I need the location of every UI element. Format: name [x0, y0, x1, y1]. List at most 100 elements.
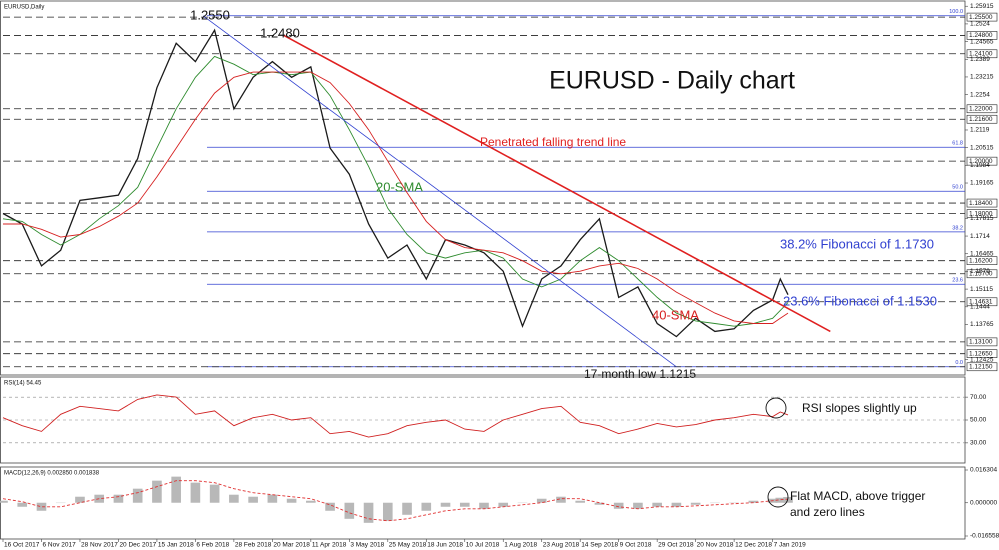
y-tick-label: 1.12425	[970, 356, 994, 363]
y-tick-label: 1.20515	[970, 144, 994, 151]
level-box	[966, 337, 998, 347]
fib-label: 50.0	[952, 185, 963, 191]
macd-bar	[652, 502, 662, 507]
level-box	[966, 12, 998, 22]
x-tick-label: 12 Dec 2018	[735, 542, 772, 549]
y-tick-label: 50.00	[970, 417, 987, 424]
macd-bar	[36, 502, 47, 511]
level-label: 1.16200	[969, 257, 993, 264]
macd-bar	[152, 480, 162, 503]
y-tick-label: 1.24565	[970, 38, 994, 45]
annotation: RSI slopes slightly up	[802, 401, 917, 415]
panel-frame	[0, 0, 966, 376]
x-tick-label: 28 Feb 2018	[235, 542, 272, 549]
x-tick-label: 20 Nov 2018	[697, 542, 734, 549]
level-label: 1.24800	[969, 32, 993, 39]
level-label: 1.21600	[969, 116, 993, 123]
macd-bar	[132, 488, 143, 503]
y-tick-label: 0.000000	[970, 499, 997, 506]
x-tick-label: 28 Nov 2017	[81, 542, 118, 549]
x-tick-label: 6 Nov 2017	[42, 542, 76, 549]
level-box	[966, 209, 998, 218]
annotation: 38.2% Fibonacci of 1.1730	[780, 236, 934, 251]
annotation: 1.2480	[260, 25, 300, 40]
level-box	[966, 114, 998, 124]
macd-bar	[421, 502, 432, 511]
level-label: 1.18400	[969, 200, 993, 207]
y-tick-label: 1.23215	[970, 74, 994, 81]
annotation: 1.2550	[190, 7, 230, 22]
level-label: 1.14631	[969, 298, 993, 305]
macd-bar	[75, 496, 85, 503]
y-tick-label: 1.2524	[970, 21, 990, 28]
level-label: 1.12650	[969, 350, 993, 357]
panel-label: EURUSD,Daily	[4, 5, 44, 11]
panel-label: MACD(12,26,9) 0.002850 0.001838	[4, 471, 100, 477]
macd-bar	[613, 502, 624, 509]
y-tick-label: 70.00	[970, 394, 987, 401]
highlight-circle	[767, 486, 789, 508]
macd-bar	[479, 502, 489, 509]
x-tick-label: 23 Aug 2018	[543, 542, 580, 549]
macd-bar	[286, 498, 297, 503]
macd-bar	[536, 498, 547, 503]
macd-bar	[171, 476, 181, 503]
annotation: Flat MACD, above trigger	[790, 489, 925, 503]
chart-title: EURUSD - Daily chart	[549, 67, 795, 95]
macd-bar	[459, 502, 470, 507]
macd-bar	[248, 496, 258, 503]
y-tick-label: 1.17815	[970, 215, 994, 222]
macd-bar	[748, 500, 759, 503]
level-label: 1.12150	[969, 363, 993, 370]
series-line	[3, 71, 789, 324]
level-box	[966, 198, 998, 208]
macd-bar	[498, 502, 509, 507]
macd-bar	[363, 502, 374, 523]
macd-bar	[594, 502, 605, 505]
level-box	[966, 156, 998, 166]
y-tick-label: 1.13765	[970, 321, 994, 328]
series-line	[2, 394, 789, 438]
macd-bar	[190, 482, 201, 503]
series-label: 20-SMA	[376, 179, 423, 194]
macd-bar	[575, 500, 586, 503]
y-tick-label: 1.2119	[970, 127, 990, 134]
series-line	[2, 28, 789, 338]
trend-line	[202, 15, 677, 368]
fib-label: 61.8	[952, 141, 963, 147]
macd-bar	[440, 502, 451, 507]
y-tick-label: 1.1984	[970, 162, 990, 169]
y-tick-label: 1.25915	[970, 3, 994, 10]
level-label: 1.25500	[969, 14, 993, 21]
macd-bar	[267, 494, 278, 503]
annotation: 17-month low 1.1215	[584, 367, 696, 381]
x-tick-label: 20 Mar 2018	[273, 542, 310, 549]
fib-label: 100.0	[949, 9, 963, 15]
x-tick-label: 1 Aug 2018	[504, 542, 537, 549]
x-tick-label: 7 Jan 2019	[774, 542, 807, 549]
level-box	[966, 104, 998, 114]
fib-label: 23.6	[952, 278, 963, 284]
macd-bar	[633, 502, 643, 509]
x-tick-label: 14 Sep 2018	[581, 542, 618, 549]
x-tick-label: 9 Oct 2018	[620, 542, 652, 549]
y-tick-label: 30.00	[970, 440, 987, 447]
level-box	[966, 256, 998, 265]
macd-bar	[209, 484, 220, 503]
level-label: 1.24100	[969, 50, 993, 57]
level-box	[966, 362, 998, 372]
trend-line-label: Penetrated falling trend line	[480, 135, 626, 149]
y-tick-label: 0.016304	[970, 467, 997, 474]
x-tick-label: 20 Dec 2017	[119, 542, 156, 549]
fib-label: 0.0	[955, 360, 963, 366]
macd-bar	[344, 502, 355, 519]
level-label: 1.15700	[969, 270, 993, 277]
series-line	[2, 55, 789, 327]
series-label: 40-SMA	[652, 307, 699, 322]
level-label: 1.22000	[969, 105, 993, 112]
annotation: 23.6% Fibonacci of 1.1530	[783, 293, 937, 308]
y-tick-label: -0.016558	[970, 533, 999, 540]
highlight-circle	[765, 397, 787, 419]
x-tick-label: 6 Feb 2018	[196, 542, 229, 549]
